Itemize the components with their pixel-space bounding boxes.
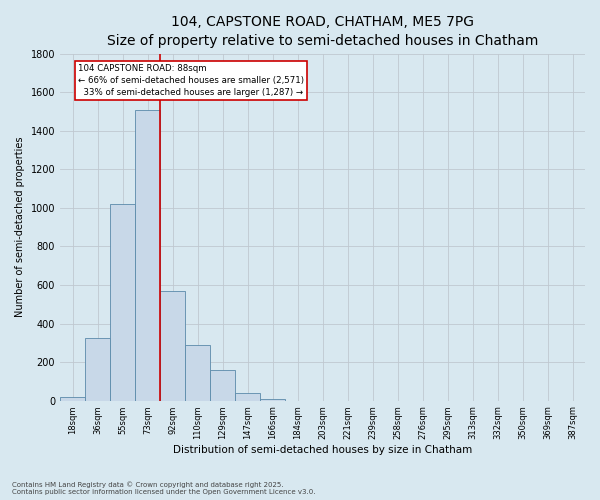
Bar xyxy=(60,396,85,400)
Bar xyxy=(85,338,110,400)
Bar xyxy=(160,291,185,401)
Bar xyxy=(210,370,235,400)
Text: Contains HM Land Registry data © Crown copyright and database right 2025.
Contai: Contains HM Land Registry data © Crown c… xyxy=(12,482,316,495)
Bar xyxy=(235,393,260,400)
Y-axis label: Number of semi-detached properties: Number of semi-detached properties xyxy=(15,137,25,318)
Title: 104, CAPSTONE ROAD, CHATHAM, ME5 7PG
Size of property relative to semi-detached : 104, CAPSTONE ROAD, CHATHAM, ME5 7PG Siz… xyxy=(107,15,538,48)
X-axis label: Distribution of semi-detached houses by size in Chatham: Distribution of semi-detached houses by … xyxy=(173,445,472,455)
Bar xyxy=(110,204,135,400)
Bar xyxy=(135,110,160,401)
Bar xyxy=(185,344,210,401)
Text: 104 CAPSTONE ROAD: 88sqm
← 66% of semi-detached houses are smaller (2,571)
  33%: 104 CAPSTONE ROAD: 88sqm ← 66% of semi-d… xyxy=(77,64,304,97)
Bar xyxy=(260,398,285,400)
